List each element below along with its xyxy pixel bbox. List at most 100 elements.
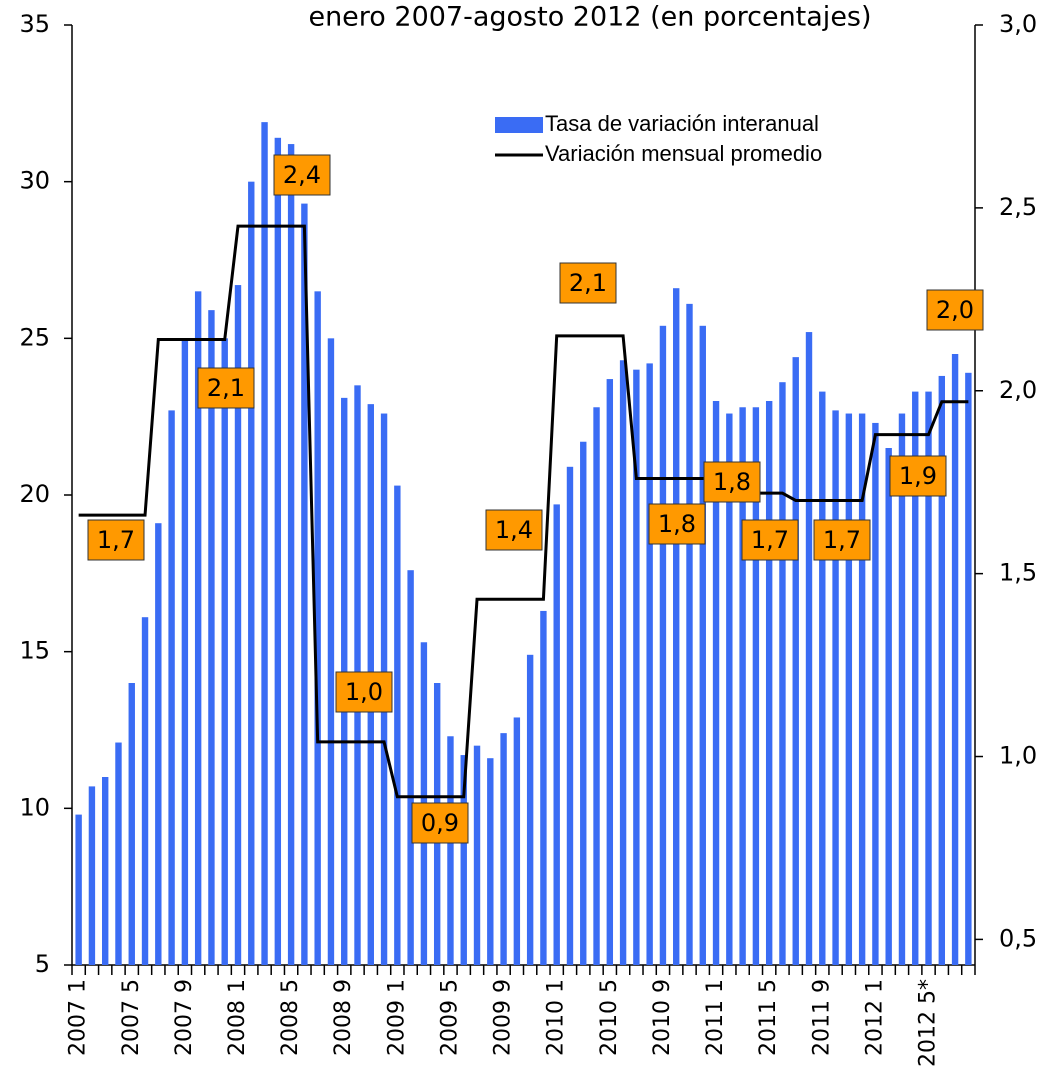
annotation-box — [485, 509, 543, 551]
bar — [447, 736, 454, 965]
chart-title: enero 2007-agosto 2012 (en porcentajes) — [308, 2, 871, 33]
x-tick-label: 2011 9 — [809, 979, 834, 1056]
bar — [633, 369, 640, 966]
y-tick-label: 5 — [35, 950, 50, 978]
bar — [487, 758, 494, 965]
annotation: 1,7 — [751, 526, 789, 554]
x-tick-label: 2008 1 — [225, 979, 250, 1056]
x-tick-label: 2009 9 — [491, 979, 516, 1056]
bar — [314, 291, 321, 965]
y-tick-label: 30 — [19, 167, 50, 195]
bar — [885, 448, 892, 965]
bar — [540, 610, 547, 965]
annotation: 1,8 — [713, 468, 751, 496]
x-tick-label: 2012 1 — [862, 979, 887, 1056]
annotation: 2,4 — [283, 161, 321, 189]
bar — [500, 733, 507, 965]
bar — [845, 413, 853, 965]
annotation-box — [703, 461, 761, 503]
bar — [872, 422, 879, 965]
annotation: 1,0 — [345, 678, 383, 706]
y2-tick-label: 1,5 — [999, 559, 1037, 587]
bar — [606, 379, 614, 966]
bar — [819, 391, 826, 966]
annotation: 1,7 — [823, 526, 861, 554]
y-tick-label: 25 — [19, 323, 50, 351]
bar — [208, 310, 215, 966]
x-tick-label: 2009 1 — [384, 979, 409, 1056]
bar — [194, 291, 202, 965]
bar — [88, 786, 96, 965]
legend-label: Variación mensual promedio — [545, 141, 822, 166]
x-tick-label: 2008 9 — [331, 979, 356, 1056]
bar — [925, 391, 932, 966]
bar — [274, 137, 282, 966]
annotation-box — [648, 503, 706, 545]
bar — [951, 354, 959, 965]
bar — [128, 683, 135, 965]
legend-swatch — [495, 117, 543, 133]
annotation: 1,9 — [899, 462, 937, 490]
bar — [513, 717, 521, 965]
annotation-box — [813, 519, 871, 561]
bar — [938, 375, 946, 965]
bar — [619, 360, 627, 965]
bar — [526, 654, 534, 965]
y2-tick-label: 1,0 — [999, 742, 1037, 770]
bar — [832, 410, 839, 965]
bar — [765, 401, 773, 965]
bar — [965, 372, 972, 965]
x-tick-label: 2007 1 — [66, 979, 91, 1056]
y-tick-label: 35 — [19, 10, 50, 38]
bar — [75, 814, 82, 965]
bar — [593, 407, 600, 965]
bar — [659, 325, 667, 965]
annotation-box — [273, 154, 331, 196]
y-tick-label: 15 — [19, 637, 50, 665]
bar — [779, 382, 786, 965]
legend-label: Tasa de variación interanual — [545, 111, 819, 136]
line — [78, 224, 969, 799]
bar — [858, 413, 866, 965]
x-tick-label: 2011 5 — [756, 979, 781, 1056]
y2-tick-label: 2,0 — [999, 376, 1037, 404]
bar — [566, 466, 574, 965]
annotation: 1,8 — [658, 510, 696, 538]
x-tick-label: 2011 1 — [703, 979, 728, 1056]
x-tick-label: 2012 5* — [916, 979, 941, 1067]
annotation-box — [197, 367, 255, 409]
bar — [301, 203, 308, 966]
bar — [726, 413, 733, 965]
bar — [473, 745, 481, 965]
bar — [898, 413, 906, 965]
bar — [553, 504, 560, 965]
x-tick-label: 2009 5 — [437, 979, 462, 1056]
bar — [686, 303, 693, 965]
bar — [805, 332, 813, 966]
annotation: 1,7 — [97, 526, 135, 554]
annotation: 2,1 — [207, 374, 245, 402]
y2-tick-label: 0,5 — [999, 924, 1037, 952]
x-tick-label: 2007 5 — [119, 979, 144, 1056]
bar — [912, 391, 919, 966]
annotation-box — [741, 519, 799, 561]
annotation-box — [559, 262, 617, 304]
y2-tick-label: 2,5 — [999, 193, 1037, 221]
annotation-box — [335, 671, 393, 713]
x-tick-label: 2008 5 — [278, 979, 303, 1056]
bar — [234, 285, 242, 966]
bar — [248, 181, 255, 965]
bar — [407, 570, 414, 965]
x-tick-label: 2010 9 — [650, 979, 675, 1056]
annotation-box — [889, 455, 947, 497]
bar — [115, 742, 122, 965]
annotation: 1,4 — [495, 516, 533, 544]
annotation-box — [926, 289, 984, 331]
x-tick-label: 2010 5 — [597, 979, 622, 1056]
bar — [101, 777, 109, 965]
bar — [155, 523, 162, 965]
annotation: 2,1 — [569, 269, 607, 297]
bar — [460, 755, 467, 965]
bar — [168, 410, 175, 965]
bar — [580, 441, 587, 965]
